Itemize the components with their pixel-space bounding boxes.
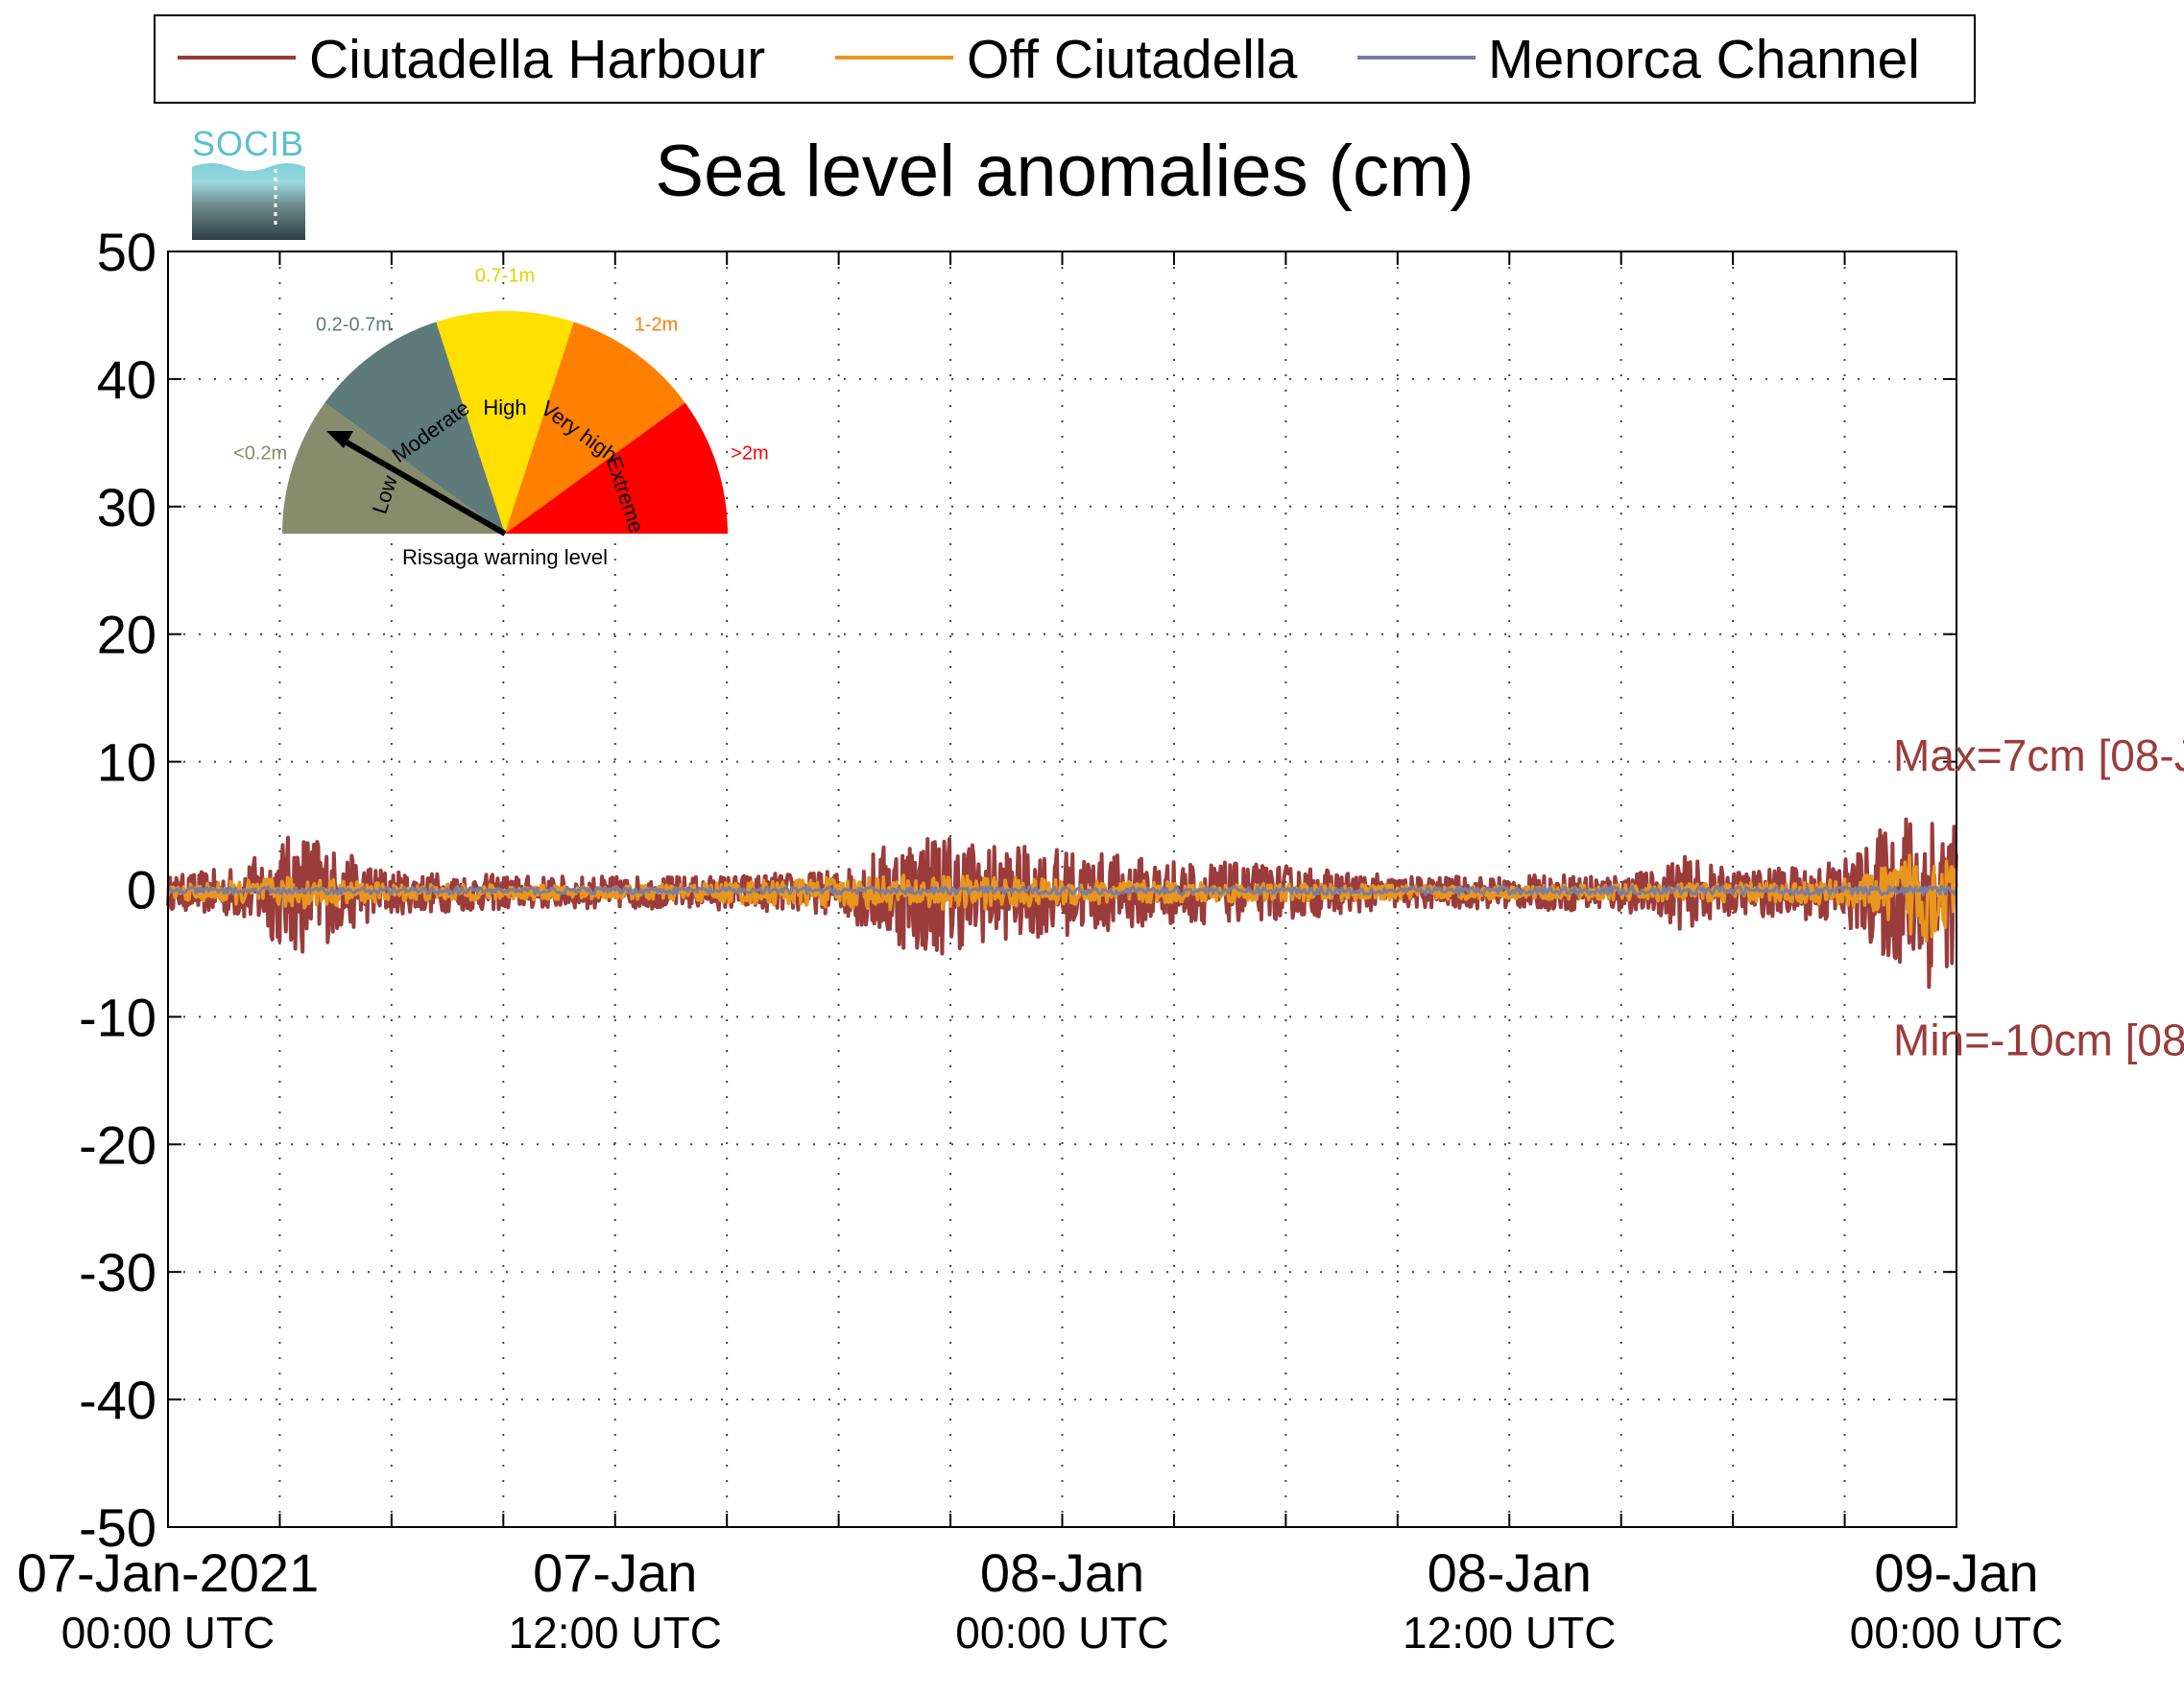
x-tick-label-date: 07-Jan-2021 — [17, 1542, 319, 1603]
plot-frame — [167, 251, 1957, 1528]
gauge-caption: Rissaga warning level — [402, 545, 608, 569]
gauge-sector-high — [436, 311, 574, 534]
y-tick-label: 20 — [97, 605, 156, 665]
x-tick-label-time: 12:00 UTC — [1403, 1608, 1616, 1658]
y-axis-labels: 50 40 30 20 10 0 -10 -20 -30 -40 -50 — [79, 222, 156, 1558]
x-tick-label-time: 00:00 UTC — [1850, 1608, 2063, 1658]
x-tick-label-date: 08-Jan — [980, 1542, 1144, 1603]
gauge-arrow-shaft — [340, 437, 507, 537]
legend-label-off-ciutadella: Off Ciutadella — [967, 29, 1298, 90]
y-tick-label: -20 — [79, 1114, 156, 1175]
gauge-sector-extreme — [505, 402, 728, 534]
y-tick-label: 50 — [97, 222, 156, 282]
gauge-range-very-high: 1-2m — [635, 314, 679, 335]
x-tick-label-date: 07-Jan — [533, 1542, 697, 1603]
y-tick-label: 40 — [97, 349, 156, 410]
logo-text: SOCIB — [192, 124, 304, 163]
y-tick-label: -30 — [79, 1242, 156, 1302]
gauge-sector-very-high — [505, 322, 685, 534]
annotations: Max=7cm [08-Jan-2021 23:12 UTC] Min=-10cm… — [1893, 730, 2184, 1064]
logo-wave — [192, 163, 305, 240]
x-tick-label-time: 00:00 UTC — [955, 1608, 1168, 1658]
max-annotation: Max=7cm [08-Jan-2021 23:12 UTC] — [1893, 730, 2184, 780]
gauge-range-low: <0.2m — [233, 442, 287, 464]
x-tick-label-date: 08-Jan — [1428, 1542, 1592, 1603]
socib-logo: SOCIB — [192, 124, 305, 240]
gauge-sectors — [282, 311, 728, 534]
chart-title: Sea level anomalies (cm) — [655, 131, 1474, 212]
legend-label-ciutadella-harbour: Ciutadella Harbour — [309, 29, 765, 90]
y-tick-label: 30 — [97, 477, 156, 537]
min-annotation: Min=-10cm [08-Jan-2021 23:06 UTC] — [1893, 1015, 2184, 1064]
y-tick-label: -10 — [79, 987, 156, 1047]
gauge-range-extreme: >2m — [731, 442, 768, 464]
series-line-menorca-channel — [166, 885, 1958, 896]
legend: Ciutadella Harbour Off Ciutadella Menorc… — [154, 14, 1976, 104]
legend-box — [154, 14, 1976, 104]
legend-label-menorca-channel: Menorca Channel — [1488, 29, 1920, 90]
gauge-range-moderate: 0.2-0.7m — [316, 314, 392, 335]
series-layer — [166, 817, 1958, 990]
gauge-level-high: High — [483, 395, 526, 419]
y-tick-label: 10 — [97, 732, 156, 793]
gauge-range-high: 0.7-1m — [475, 265, 535, 286]
x-tick-label-date: 09-Jan — [1874, 1542, 2038, 1603]
y-tick-label: 0 — [127, 860, 156, 920]
gauge-sector-moderate — [324, 322, 505, 534]
gauge-arrow-head — [326, 431, 353, 448]
y-tick-label: -40 — [79, 1370, 156, 1430]
y-tick-label: -50 — [79, 1497, 156, 1558]
x-tick-label-time: 12:00 UTC — [509, 1608, 722, 1658]
plot-area — [166, 251, 1958, 1528]
x-tick-label-time: 00:00 UTC — [61, 1608, 275, 1658]
